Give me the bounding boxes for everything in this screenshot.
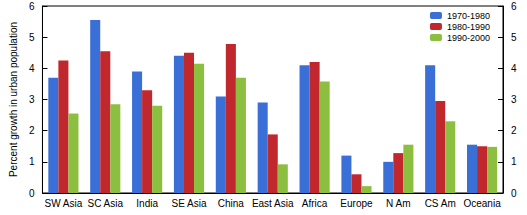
svg-text:India: India [136,198,158,209]
svg-text:1990-2000: 1990-2000 [447,33,490,43]
svg-text:5: 5 [511,32,517,43]
svg-text:SW Asia: SW Asia [44,198,82,209]
svg-text:6: 6 [29,1,35,12]
svg-text:4: 4 [29,63,35,74]
svg-text:0: 0 [29,188,35,199]
svg-text:Africa: Africa [302,198,328,209]
svg-text:3: 3 [29,94,35,105]
svg-text:1980-1990: 1980-1990 [447,22,490,32]
svg-text:Percent growth in urban popula: Percent growth in urban population [8,22,19,177]
svg-text:SE Asia: SE Asia [171,198,206,209]
svg-text:East Asia: East Asia [252,198,294,209]
svg-text:2: 2 [511,125,517,136]
svg-text:1: 1 [511,156,517,167]
svg-text:1970-1980: 1970-1980 [447,11,490,21]
svg-text:4: 4 [511,63,517,74]
svg-text:SC Asia: SC Asia [87,198,123,209]
svg-text:3: 3 [511,94,517,105]
svg-text:Europe: Europe [340,198,373,209]
svg-text:CS Am: CS Am [425,198,456,209]
svg-text:China: China [218,198,245,209]
svg-text:6: 6 [511,1,517,12]
svg-text:5: 5 [29,32,35,43]
svg-text:0: 0 [511,188,517,199]
svg-text:1: 1 [29,156,35,167]
svg-text:Oceania: Oceania [463,198,501,209]
svg-text:2: 2 [29,125,35,136]
svg-text:N Am: N Am [386,198,410,209]
